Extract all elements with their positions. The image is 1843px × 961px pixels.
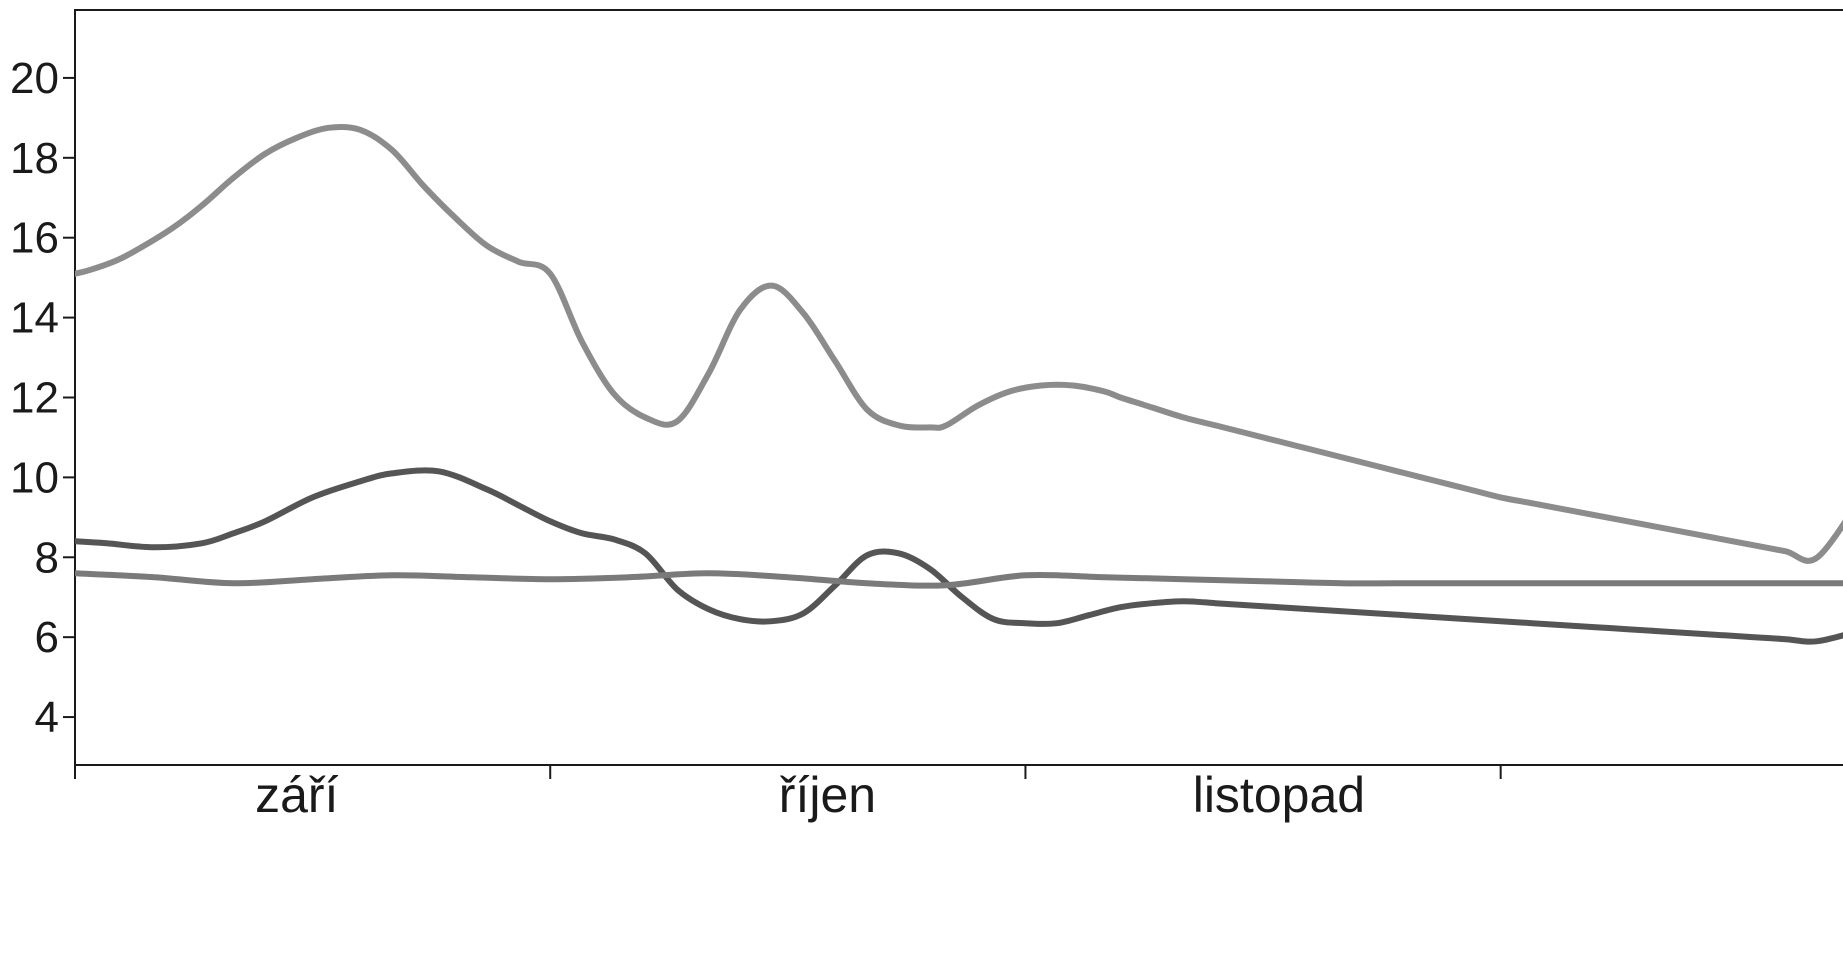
series-layer (75, 123, 1843, 645)
y-tick-label: 6 (35, 613, 59, 662)
series-line-1 (75, 123, 1843, 564)
y-tick-label: 12 (10, 373, 59, 422)
y-tick-label: 8 (35, 533, 59, 582)
y-tick-label: 10 (10, 453, 59, 502)
y-tick-label: 4 (35, 693, 59, 742)
y-tick-label: 16 (10, 214, 59, 263)
y-axis: 4 6 8 10 12 14 16 18 20 (10, 54, 75, 742)
y-tick-label: 18 (10, 134, 59, 183)
series-line-3 (75, 570, 1843, 589)
y-tick-label: 20 (10, 54, 59, 103)
x-tick-label: říjen (779, 767, 876, 823)
plot-frame (74, 9, 1843, 766)
x-tick-label: září (255, 767, 338, 823)
series-line-2 (75, 467, 1843, 645)
x-tick-label: listopad (1193, 767, 1365, 823)
y-tick-label: 14 (10, 294, 59, 343)
x-axis: září říjen listopad (74, 765, 1502, 823)
